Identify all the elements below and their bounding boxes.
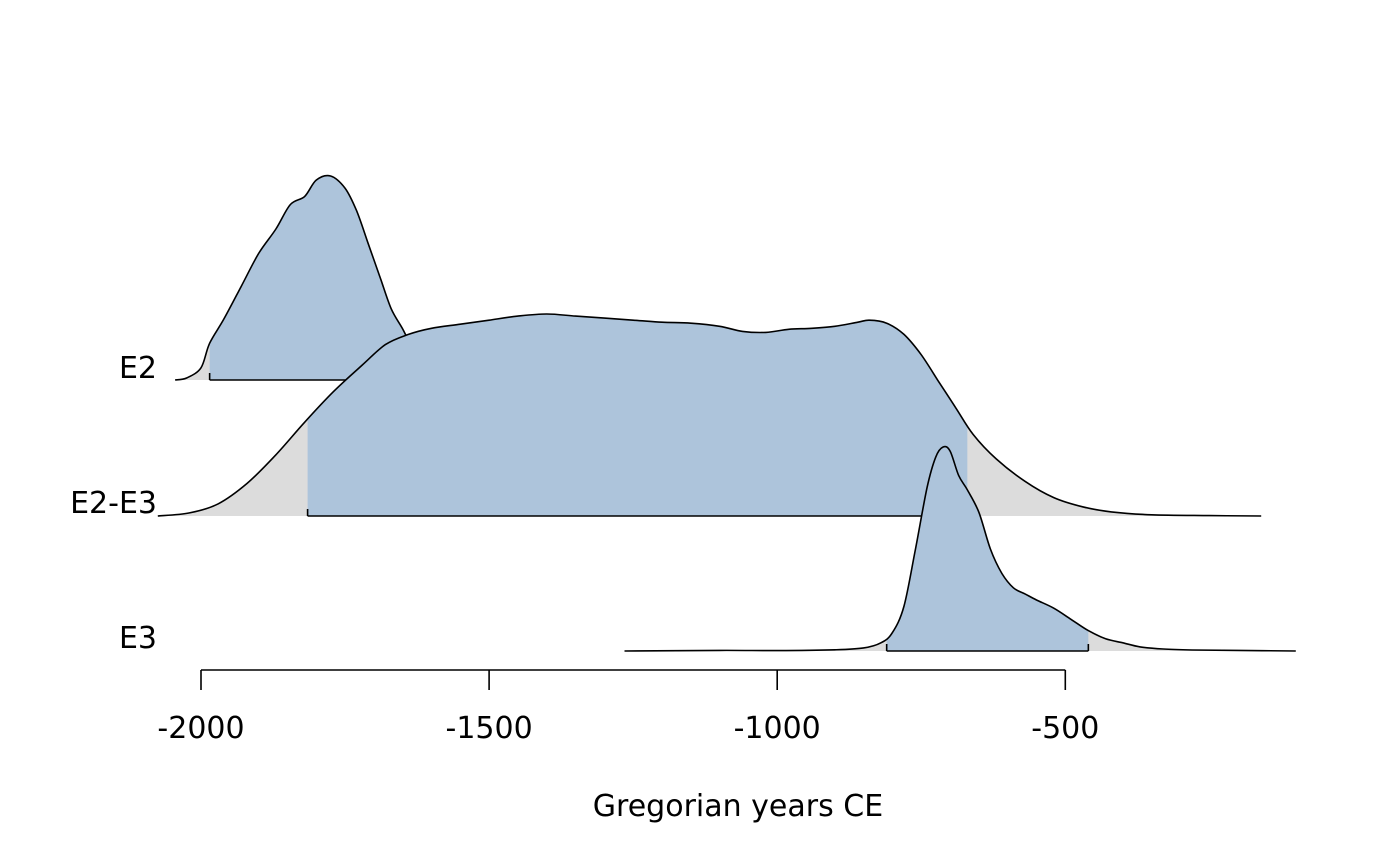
hpd-bracket-e3 bbox=[885, 644, 1090, 652]
x-tick-label: -500 bbox=[1031, 711, 1099, 746]
x-tick-label: -1500 bbox=[446, 711, 533, 746]
density-line-e3 bbox=[624, 445, 1296, 652]
x-tick-label: -1000 bbox=[734, 711, 821, 746]
x-axis: -2000 -1500 -1000 -500 bbox=[157, 669, 1099, 746]
x-tick-label: -2000 bbox=[157, 711, 244, 746]
row-label-e3: E3 bbox=[119, 621, 157, 656]
row-label-e2: E2 bbox=[119, 351, 157, 386]
density-line-e2-e3 bbox=[157, 313, 1262, 517]
hpd-area-e2-e3 bbox=[307, 314, 968, 516]
ridge-e2-e3 bbox=[157, 313, 1262, 517]
row-label-e2-e3: E2-E3 bbox=[70, 486, 157, 521]
x-axis-title: Gregorian years CE bbox=[593, 789, 883, 824]
row-labels: E2 E2-E3 E3 bbox=[70, 351, 157, 656]
density-ridges bbox=[157, 174, 1296, 652]
